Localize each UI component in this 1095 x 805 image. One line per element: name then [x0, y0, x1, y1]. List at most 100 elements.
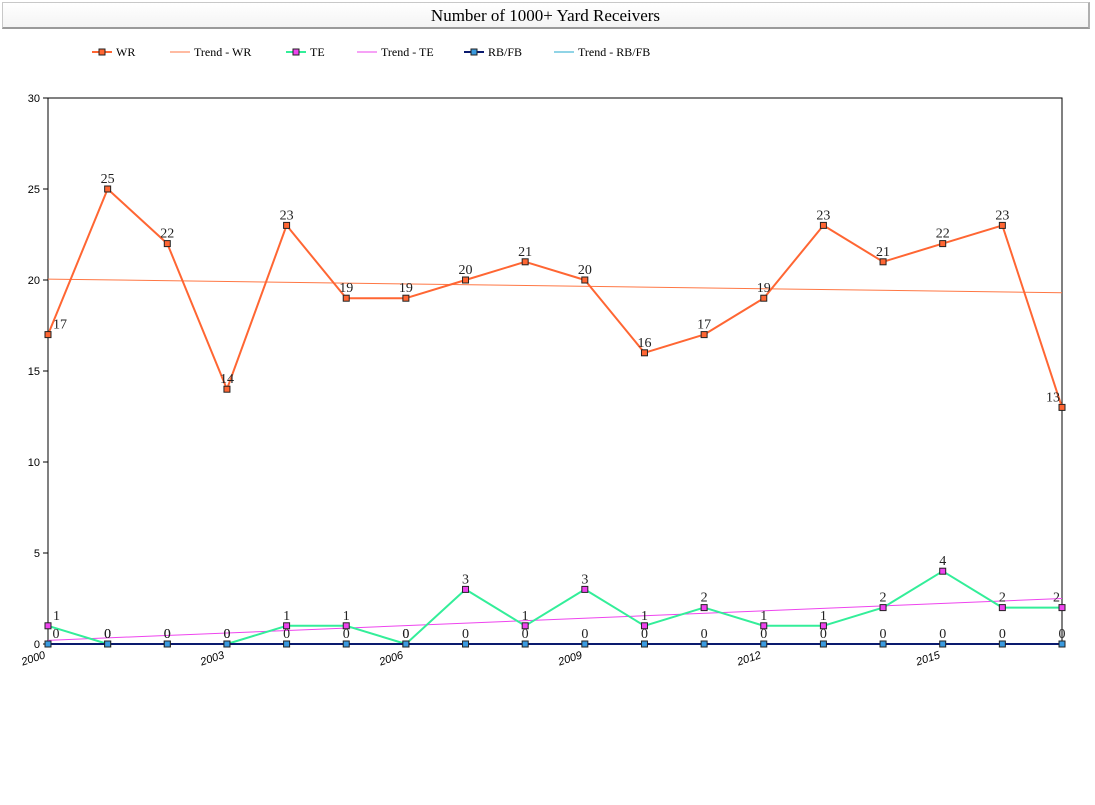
data-point-marker [342, 640, 350, 648]
series-line [47, 570, 1062, 645]
data-label: 17 [53, 318, 67, 333]
data-label: 22 [936, 227, 950, 242]
y-tick-label: 5 [34, 548, 40, 560]
data-point-marker [700, 331, 708, 339]
data-label: 0 [522, 627, 529, 642]
data-label: 0 [581, 627, 588, 642]
data-label: 1 [343, 609, 350, 624]
data-point-marker [819, 622, 827, 630]
legend-label: Trend - RB/FB [578, 45, 651, 59]
data-label: 1 [641, 609, 648, 624]
data-label: 0 [104, 627, 111, 642]
legend-swatch-marker [292, 48, 300, 56]
data-point-marker [581, 640, 589, 648]
series-line [47, 188, 1063, 408]
data-point-marker [462, 640, 470, 648]
data-point-marker [462, 585, 470, 593]
data-label: 0 [880, 627, 887, 642]
data-label: 0 [641, 627, 648, 642]
data-point-marker [223, 385, 231, 393]
data-point-marker [1058, 403, 1066, 411]
x-tick-label: 2003 [198, 649, 227, 669]
data-label: 22 [160, 227, 174, 242]
data-label: 0 [223, 627, 230, 642]
data-label: 0 [939, 627, 946, 642]
data-label: 2 [880, 591, 887, 606]
legend-swatch-marker [98, 48, 106, 56]
legend-swatch-icon [170, 51, 190, 53]
data-point-marker [819, 640, 827, 648]
data-point-marker [402, 294, 410, 302]
data-point-marker [700, 604, 708, 612]
data-label: 19 [757, 281, 771, 296]
data-label: 1 [283, 609, 290, 624]
data-point-marker [163, 640, 171, 648]
data-label: 0 [402, 627, 409, 642]
y-tick-label: 30 [28, 93, 40, 105]
data-label: 0 [760, 627, 767, 642]
data-point-marker [1058, 604, 1066, 612]
data-label: 20 [459, 263, 473, 278]
legend-label: WR [116, 45, 136, 59]
data-point-marker [521, 258, 529, 266]
data-label: 23 [995, 208, 1009, 223]
data-label: 0 [462, 627, 469, 642]
x-tick-label: 2000 [19, 649, 48, 669]
data-point-marker [879, 604, 887, 612]
data-label: 1 [53, 609, 60, 624]
data-point-marker [819, 221, 827, 229]
trend-line [47, 278, 1063, 294]
data-label: 23 [816, 208, 830, 223]
data-point-marker [223, 640, 231, 648]
data-label: 20 [578, 263, 592, 278]
data-point-marker [581, 276, 589, 284]
data-point-marker [581, 585, 589, 593]
data-point-marker [521, 640, 529, 648]
x-tick-label: 2012 [735, 649, 763, 668]
data-point-marker [640, 640, 648, 648]
chart-title-bar: Number of 1000+ Yard Receivers [2, 2, 1090, 29]
data-label: 4 [939, 554, 946, 569]
data-label: 2 [999, 591, 1006, 606]
legend-label: Trend - TE [381, 45, 434, 59]
data-point-marker [879, 258, 887, 266]
data-point-marker [283, 622, 291, 630]
data-point-marker [879, 640, 887, 648]
y-tick-label: 25 [28, 184, 40, 196]
data-label: 0 [53, 627, 60, 642]
data-point-marker [163, 240, 171, 248]
data-label: 3 [462, 572, 469, 587]
legend-swatch-icon [286, 48, 306, 56]
legend-swatch-marker [470, 48, 478, 56]
data-point-marker [462, 276, 470, 284]
data-label: 3 [581, 572, 588, 587]
data-label: 0 [999, 627, 1006, 642]
data-point-marker [402, 640, 410, 648]
chart-title: Number of 1000+ Yard Receivers [430, 6, 661, 25]
data-point-marker [521, 622, 529, 630]
data-label: 1 [760, 609, 767, 624]
data-label: 0 [1059, 627, 1066, 642]
y-tick-label: 10 [28, 457, 40, 469]
data-label: 14 [220, 372, 234, 387]
legend-swatch-icon [554, 51, 574, 53]
data-point-marker [998, 640, 1006, 648]
data-label: 2 [1053, 591, 1060, 606]
data-point-marker [640, 622, 648, 630]
data-label: 21 [518, 245, 532, 260]
data-point-marker [939, 640, 947, 648]
data-point-marker [342, 622, 350, 630]
data-point-marker [640, 349, 648, 357]
data-label: 0 [820, 627, 827, 642]
x-tick-label: 2006 [377, 649, 406, 669]
y-tick-label: 20 [28, 275, 40, 287]
y-tick-label: 0 [34, 639, 40, 651]
data-point-marker [998, 221, 1006, 229]
data-label: 16 [637, 336, 651, 351]
data-point-marker [283, 640, 291, 648]
data-label: 0 [283, 627, 290, 642]
data-label: 1 [820, 609, 827, 624]
data-label: 0 [402, 627, 409, 642]
legend-label: RB/FB [488, 45, 523, 59]
data-label: 0 [164, 627, 171, 642]
